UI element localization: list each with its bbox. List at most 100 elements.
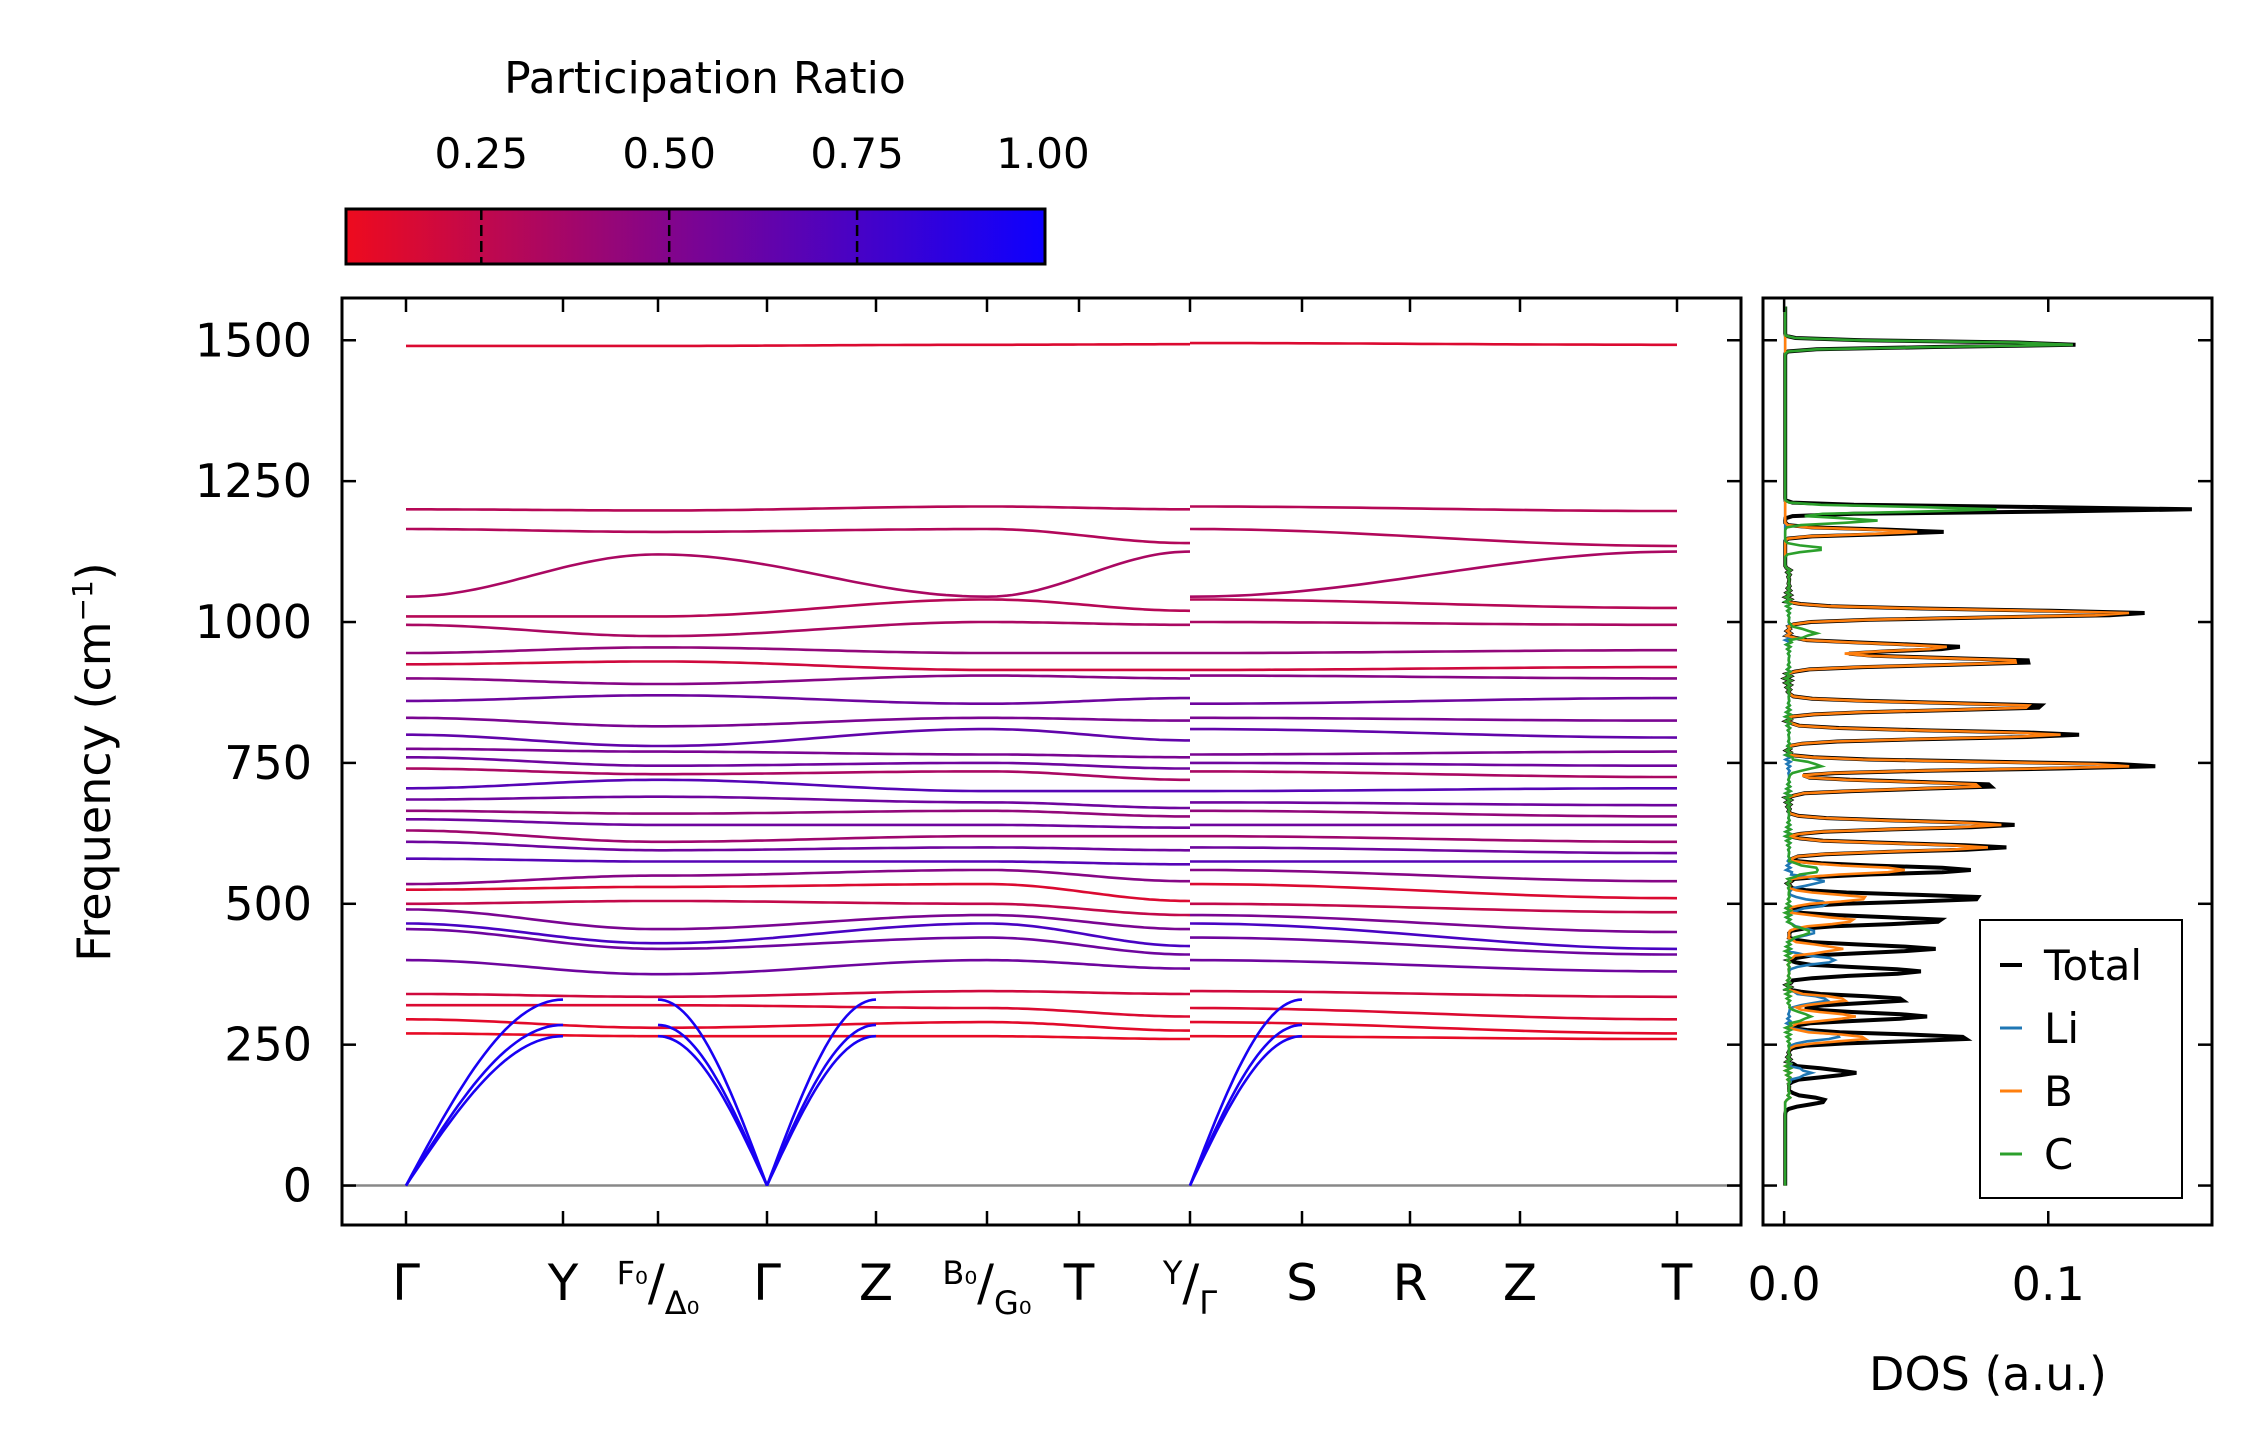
phonon-band-13 [1190,761,1677,767]
phonon-band-23 [987,882,1191,903]
phonon-band-27 [658,936,987,951]
phonon-band-0 [987,342,1190,347]
phonon-band-14 [987,770,1190,782]
phonon-band-11 [658,727,987,748]
phonon-band-4 [1190,598,1677,610]
phonon-band-28 [1189,958,1677,973]
phonon-band-25 [405,908,658,931]
y-tick-label: 750 [224,736,312,790]
phonon-band-29 [1190,989,1677,999]
legend-label-total: Total [2043,941,2142,990]
phonon-band-18 [987,823,1190,829]
dos-x-axis-label: DOS (a.u.) [1869,1347,2107,1401]
phonon-band-4 [658,598,987,618]
y-tick-label: 500 [224,877,312,931]
phonon-band-8 [406,677,658,686]
phonon-band-19 [1190,834,1677,844]
phonon-band-16 [1190,801,1677,807]
phonon-band-9 [658,694,987,705]
phonon-band-24 [658,899,987,906]
high-symmetry-label: T [1063,1254,1095,1312]
y-tick-label: 1000 [195,595,312,649]
colorbar: Participation Ratio 0.25 0.50 0.75 1.00 [344,53,1090,266]
band-plot-frame [340,296,1743,1227]
phonon-band-14 [405,767,658,776]
phonon-band-20 [987,846,1190,852]
dos-legend: Total Li BC [1979,919,2183,1199]
dos-series-c [1781,306,2073,1186]
phonon-band-7 [1190,665,1677,672]
phonon-band-10 [658,716,987,728]
acoustic-branch [404,1034,564,1187]
high-symmetry-label: T [1661,1254,1693,1312]
phonon-band-29 [987,989,1190,996]
phonon-band-7 [658,660,987,672]
phonon-band-26 [1189,922,1678,951]
phonon-band-1 [658,505,987,512]
legend-label-li: Li [2044,1004,2079,1053]
phonon-band-9 [406,694,658,703]
y-tick-label: 250 [224,1018,312,1072]
high-symmetry-label-split: B₀/G₀ [942,1254,1031,1322]
phonon-band-5 [1190,620,1677,627]
phonon-band-16 [406,795,658,801]
phonon-band-28 [405,958,658,976]
colorbar-gradient [344,207,1047,266]
phonon-band-23 [406,885,658,891]
phonon-band-1 [1190,505,1677,513]
phonon-band-21 [987,860,1190,866]
phonon-band-3 [657,553,988,598]
phonon-band-19 [406,829,658,844]
phonon-band-13 [987,761,1190,770]
dos-x-tick-label: 0.1 [2012,1257,2085,1311]
phonon-band-6 [406,646,658,655]
phonon-band-5 [658,620,987,638]
high-symmetry-label: Y [547,1254,579,1312]
y-tick-label: 1250 [195,454,312,508]
phonon-band-31 [1190,1020,1677,1035]
phonon-band-2 [1189,527,1678,548]
phonon-band-14 [658,770,987,776]
band-structure-panel: 0 250 500 750 1000 1250 1500 Γ Y F₀/Δ₀ Γ Z B₀/G₀ T Y/… [66,296,1743,1322]
phonon-band-28 [658,958,988,976]
phonon-band-27 [987,936,1190,956]
acoustic-branch [765,1034,877,1187]
phonon-band-22 [987,868,1190,883]
high-symmetry-label: R [1393,1254,1428,1312]
phonon-band-20 [1190,846,1677,855]
dos-panel: 0.0 0.1 DOS (a.u.) Total Li BC [1748,296,2214,1401]
phonon-band-17 [658,809,987,815]
phonon-band-12 [406,747,658,753]
high-symmetry-label: S [1286,1254,1318,1312]
phonon-band-24 [987,902,1191,917]
phonon-band-12 [987,753,1190,759]
phonon-band-23 [658,882,987,889]
acoustic-branch [1188,1034,1303,1187]
high-symmetry-label: Z [1503,1254,1537,1312]
colorbar-tick-label: 0.25 [435,129,529,178]
high-symmetry-label: Z [859,1254,893,1312]
phonon-band-16 [987,801,1190,810]
phonon-band-29 [406,992,658,999]
acoustic-branch [765,1023,877,1187]
acoustic-branch [657,1034,769,1187]
colorbar-tick-label: 0.75 [810,129,904,178]
high-symmetry-label-split: F₀/Δ₀ [617,1254,700,1322]
y-axis-label: Frequency (cm−1) [66,562,121,962]
phonon-band-31 [406,1018,658,1030]
phonon-band-30 [1189,1006,1677,1021]
phonon-band-17 [987,809,1190,818]
phonon-band-15 [658,778,987,793]
phonon-band-13 [658,761,987,767]
phonon-band-0 [1190,341,1677,347]
phonon-band-26 [987,922,1191,948]
phonon-band-1 [406,508,658,512]
phonon-band-1 [987,505,1190,511]
phonon-band-22 [406,874,658,886]
phonon-band-25 [658,913,987,931]
phonon-band-13 [406,756,658,767]
phonon-band-24 [1190,902,1677,914]
phonon-band-30 [986,1006,1190,1018]
phonon-band-23 [1190,882,1678,900]
colorbar-tick-label: 1.00 [996,129,1090,178]
